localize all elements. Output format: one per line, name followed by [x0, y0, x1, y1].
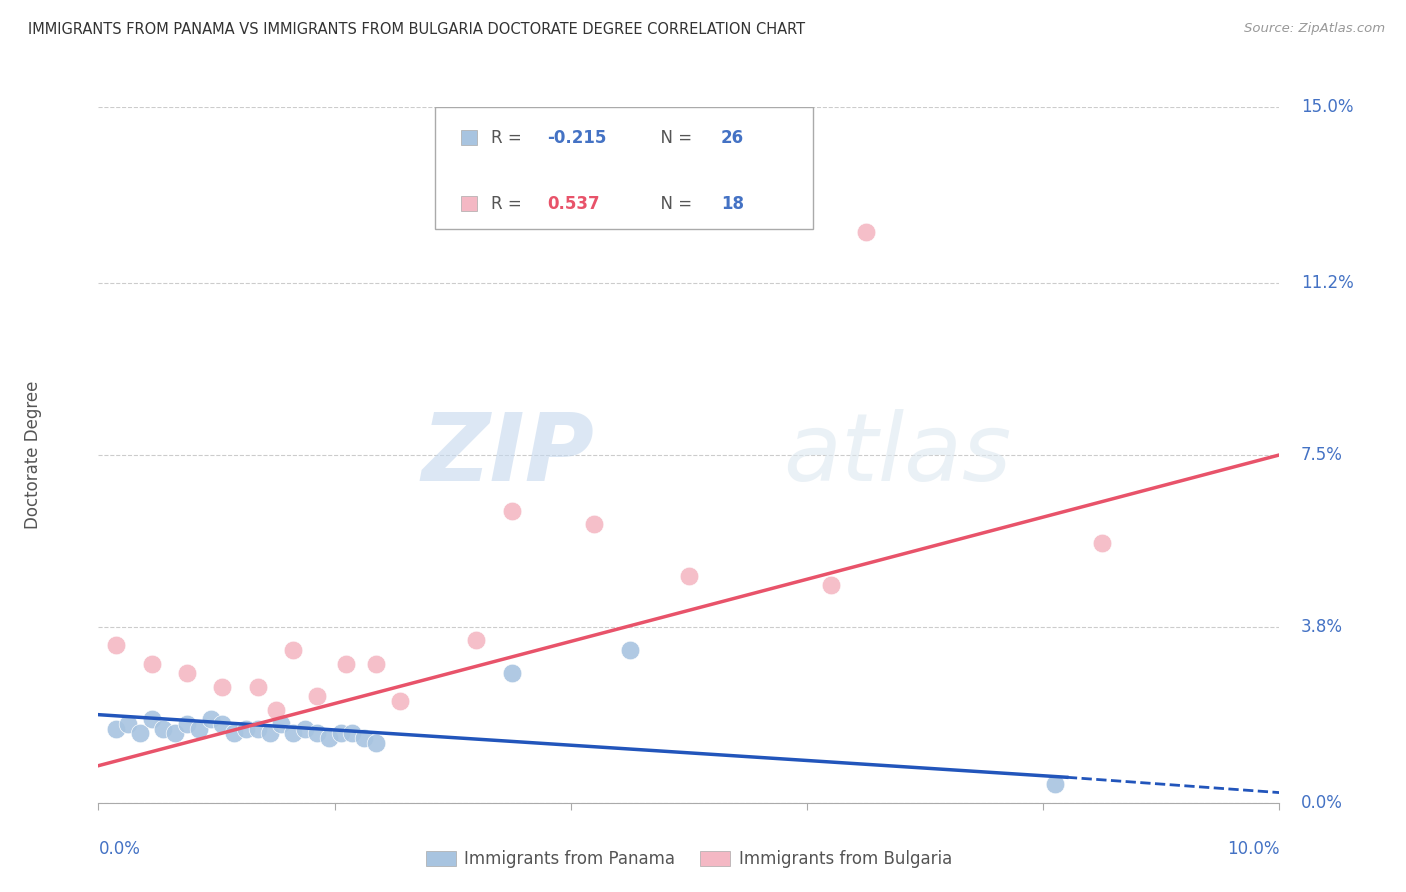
Point — [270, 717, 292, 731]
Text: N =: N = — [650, 194, 697, 213]
Point — [283, 642, 305, 657]
Point — [283, 726, 305, 740]
Text: R =: R = — [491, 194, 527, 213]
Point — [211, 680, 233, 694]
Text: 0.537: 0.537 — [547, 194, 600, 213]
Point — [364, 735, 387, 749]
Point — [388, 694, 411, 708]
Point — [1091, 536, 1114, 550]
Point — [246, 680, 269, 694]
Point — [820, 578, 842, 592]
Point — [353, 731, 375, 745]
Text: N =: N = — [650, 128, 697, 146]
Point — [200, 712, 222, 726]
Legend: Immigrants from Panama, Immigrants from Bulgaria: Immigrants from Panama, Immigrants from … — [419, 843, 959, 874]
Point — [305, 726, 328, 740]
Point — [165, 726, 187, 740]
Point — [264, 703, 287, 717]
Point — [128, 726, 150, 740]
Text: 15.0%: 15.0% — [1301, 98, 1353, 116]
Point — [1043, 777, 1066, 791]
Point — [176, 717, 198, 731]
Point — [235, 722, 257, 736]
Text: IMMIGRANTS FROM PANAMA VS IMMIGRANTS FROM BULGARIA DOCTORATE DEGREE CORRELATION : IMMIGRANTS FROM PANAMA VS IMMIGRANTS FRO… — [28, 22, 806, 37]
Point — [501, 503, 523, 517]
Point — [105, 722, 128, 736]
Point — [583, 517, 606, 532]
Text: 26: 26 — [721, 128, 744, 146]
Bar — [461, 196, 477, 211]
Bar — [461, 130, 477, 145]
Point — [619, 642, 641, 657]
Point — [246, 722, 269, 736]
Point — [364, 657, 387, 671]
Point — [224, 726, 246, 740]
Text: -0.215: -0.215 — [547, 128, 607, 146]
Point — [465, 633, 488, 648]
Point — [187, 722, 209, 736]
Text: 10.0%: 10.0% — [1227, 840, 1279, 858]
Text: 18: 18 — [721, 194, 744, 213]
Point — [141, 657, 163, 671]
Text: atlas: atlas — [783, 409, 1012, 500]
FancyBboxPatch shape — [434, 107, 813, 229]
Point — [855, 225, 877, 239]
Point — [294, 722, 316, 736]
Point — [678, 568, 700, 582]
Point — [105, 638, 128, 652]
Text: 3.8%: 3.8% — [1301, 617, 1343, 635]
Point — [176, 665, 198, 680]
Point — [305, 689, 328, 703]
Text: 0.0%: 0.0% — [1301, 794, 1343, 812]
Point — [342, 726, 364, 740]
Point — [259, 726, 281, 740]
Text: Doctorate Degree: Doctorate Degree — [24, 381, 42, 529]
Point — [117, 717, 139, 731]
Point — [329, 726, 352, 740]
Point — [318, 731, 340, 745]
Point — [152, 722, 174, 736]
Text: 11.2%: 11.2% — [1301, 275, 1354, 293]
Text: Source: ZipAtlas.com: Source: ZipAtlas.com — [1244, 22, 1385, 36]
Text: 0.0%: 0.0% — [98, 840, 141, 858]
Text: R =: R = — [491, 128, 527, 146]
Text: ZIP: ZIP — [422, 409, 595, 501]
Point — [141, 712, 163, 726]
Point — [501, 665, 523, 680]
Point — [335, 657, 357, 671]
Text: 7.5%: 7.5% — [1301, 446, 1343, 464]
Point — [211, 717, 233, 731]
